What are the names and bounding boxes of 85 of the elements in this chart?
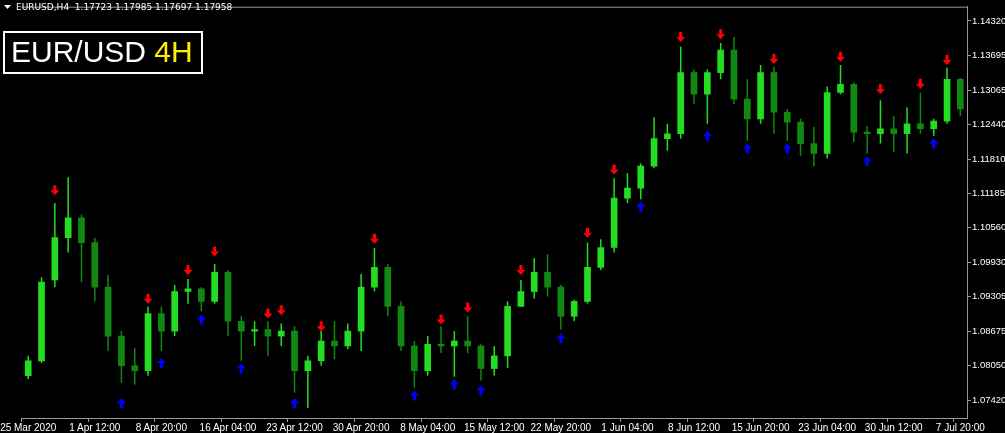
candlestick bbox=[743, 78, 751, 142]
candlestick bbox=[277, 322, 285, 347]
point bbox=[50, 185, 60, 196]
x-tick-label: 16 Apr 04:00 bbox=[199, 421, 257, 433]
point bbox=[290, 398, 300, 409]
candlestick bbox=[344, 322, 352, 351]
point bbox=[516, 265, 526, 276]
point bbox=[369, 233, 379, 244]
x-tick-label: 8 Jun 12:00 bbox=[667, 421, 721, 433]
point bbox=[702, 130, 712, 141]
x-tick-label: 15 May 12:00 bbox=[463, 421, 526, 433]
x-tick-label: 30 Jun 12:00 bbox=[864, 421, 924, 433]
y-tick-label: 1.11810 bbox=[972, 152, 1005, 164]
point bbox=[276, 305, 286, 316]
candlestick bbox=[304, 355, 312, 409]
point bbox=[463, 302, 473, 313]
candlestick bbox=[877, 99, 884, 145]
point bbox=[236, 363, 246, 374]
candlestick bbox=[597, 238, 605, 271]
candlestick bbox=[810, 126, 818, 167]
x-tick-label: 7 Jul 20:00 bbox=[935, 421, 986, 433]
candlestick bbox=[464, 315, 471, 354]
x-tick-label: 25 Mar 2020 bbox=[0, 421, 57, 433]
x-tick-label: 1 Apr 12:00 bbox=[69, 421, 121, 433]
x-tick-label: 22 May 20:00 bbox=[530, 421, 592, 433]
point bbox=[836, 51, 845, 62]
point bbox=[676, 31, 686, 42]
point bbox=[782, 143, 792, 154]
point bbox=[183, 265, 193, 276]
candlestick bbox=[131, 347, 139, 386]
candlestick bbox=[237, 315, 245, 362]
candlestick bbox=[797, 118, 804, 157]
candlestick bbox=[890, 115, 898, 153]
candlestick bbox=[624, 172, 631, 204]
candlestick bbox=[517, 279, 525, 308]
point bbox=[316, 321, 326, 332]
candlestick bbox=[158, 305, 165, 352]
candlestick bbox=[690, 68, 698, 105]
candlestick bbox=[490, 345, 498, 377]
candlestick bbox=[331, 320, 338, 360]
candlestick bbox=[184, 278, 192, 305]
x-tick-label: 30 Apr 20:00 bbox=[332, 421, 390, 433]
y-tick-label: 1.11185 bbox=[972, 187, 1005, 198]
text: EUR/USD 4H bbox=[3, 31, 203, 74]
annotation: EURUSD,H4 1.17723 1.17985 1.17697 1.17958 bbox=[16, 2, 233, 12]
point bbox=[609, 164, 619, 175]
point bbox=[875, 84, 885, 95]
point bbox=[476, 385, 486, 396]
point bbox=[143, 293, 153, 304]
point bbox=[769, 53, 779, 64]
candlestick bbox=[637, 162, 645, 200]
x-tick-label: 23 Apr 12:00 bbox=[266, 421, 324, 433]
point bbox=[263, 308, 273, 319]
point bbox=[210, 246, 220, 257]
candlestick bbox=[917, 91, 924, 135]
candlestick bbox=[24, 355, 32, 380]
point bbox=[862, 156, 872, 167]
candlestick bbox=[371, 247, 378, 293]
x-tick-label: 15 Jun 20:00 bbox=[731, 421, 790, 433]
candlestick bbox=[530, 257, 538, 300]
x-tick-label: 23 Jun 04:00 bbox=[798, 421, 857, 433]
point bbox=[196, 314, 206, 325]
candlestick bbox=[783, 108, 791, 142]
point bbox=[942, 55, 952, 66]
point bbox=[556, 333, 566, 344]
x-tick-label: 8 Apr 20:00 bbox=[135, 421, 188, 433]
point bbox=[156, 358, 166, 369]
candlestick bbox=[903, 106, 911, 155]
x-tick-label: 8 May 04:00 bbox=[400, 421, 456, 433]
point bbox=[436, 314, 446, 325]
candlestick bbox=[197, 286, 205, 313]
candlestick bbox=[544, 253, 551, 298]
point bbox=[636, 201, 646, 212]
point bbox=[116, 398, 126, 409]
candlestick bbox=[704, 68, 711, 125]
candlestick bbox=[664, 123, 671, 152]
point bbox=[742, 143, 752, 154]
point bbox=[716, 29, 726, 40]
point bbox=[929, 138, 939, 149]
candlestick bbox=[837, 64, 844, 95]
candlestick bbox=[570, 299, 578, 322]
candlestick bbox=[251, 320, 258, 347]
candlestick bbox=[451, 330, 458, 378]
candlestick bbox=[717, 42, 724, 81]
x-tick-label: 1 Jun 04:00 bbox=[601, 421, 655, 433]
